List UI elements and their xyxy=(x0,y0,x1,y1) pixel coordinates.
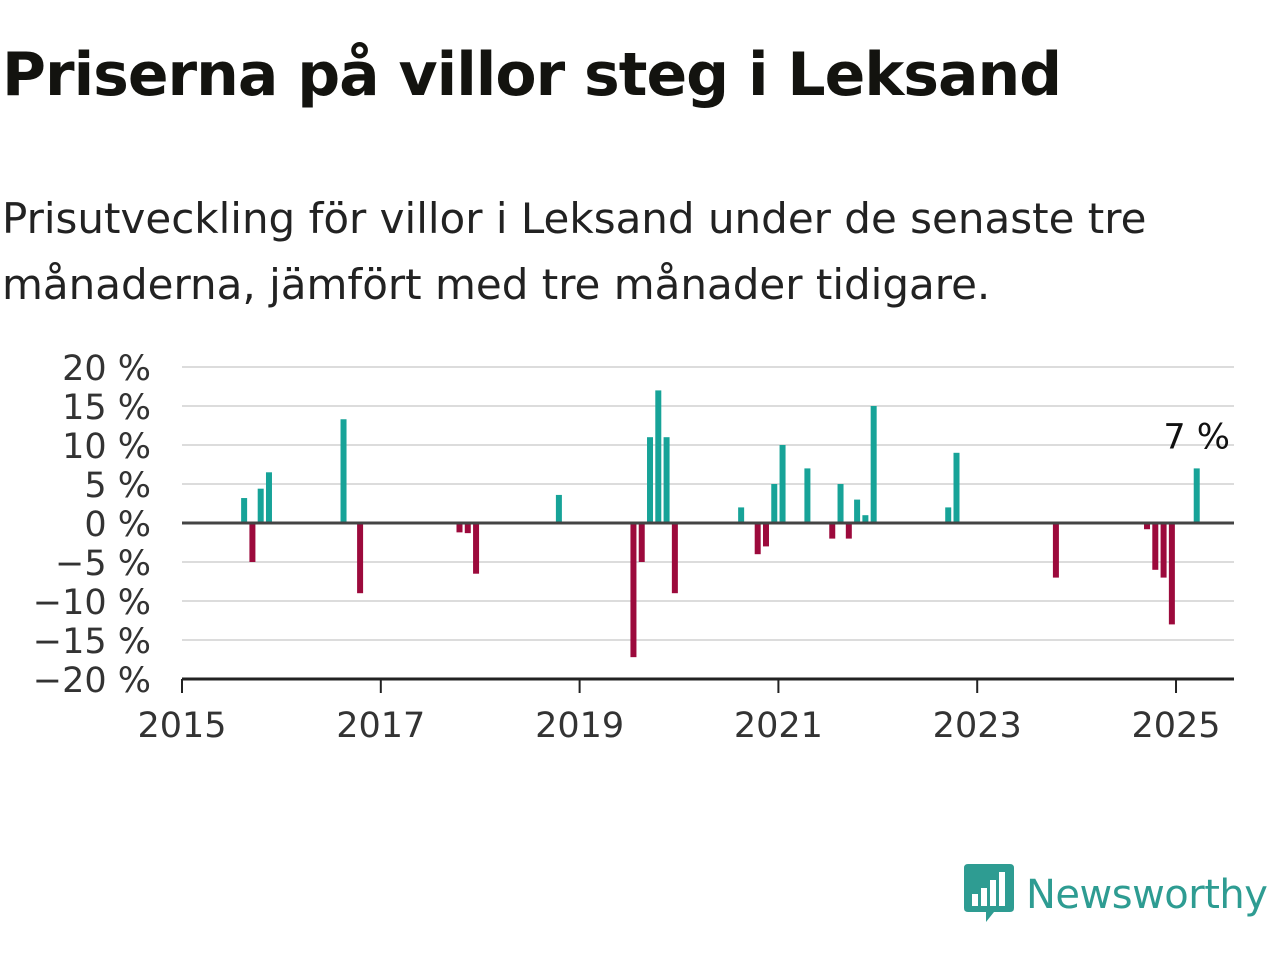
x-tick-label: 2019 xyxy=(535,706,624,746)
bar-2025-03 xyxy=(1193,468,1200,523)
x-tick-label: 2023 xyxy=(933,706,1022,746)
x-tick-label: 2015 xyxy=(137,706,226,746)
bar-2021-04 xyxy=(804,468,811,523)
brand-logo: Newsworthy xyxy=(964,862,1268,928)
bar-2017-10 xyxy=(456,523,463,533)
last-value-label: 7 % xyxy=(1163,417,1230,457)
bar-2021-11 xyxy=(862,515,869,523)
bar-2024-09 xyxy=(1144,523,1151,530)
bar-2021-01 xyxy=(779,445,786,523)
bar-2022-10 xyxy=(953,452,960,523)
grid-lines xyxy=(182,366,1234,641)
bar-2019-07 xyxy=(630,523,637,658)
bar-2015-11 xyxy=(265,472,272,523)
chart-subtitle: Prisutveckling för villor i Leksand unde… xyxy=(2,194,1147,309)
bar-2016-10 xyxy=(357,523,364,594)
price-change-bar-chart: 20 %15 %10 %5 %0 %−5 %−10 %−15 %−20 % 20… xyxy=(33,349,1234,746)
bar-2024-10 xyxy=(1152,523,1159,570)
y-tick-label: −5 % xyxy=(55,544,151,584)
y-axis-labels: 20 %15 %10 %5 %0 %−5 %−10 %−15 %−20 % xyxy=(33,349,151,701)
bar-2021-10 xyxy=(854,499,861,523)
bar-2016-08 xyxy=(340,419,347,523)
bar-2020-12 xyxy=(771,484,778,523)
bar-2020-10 xyxy=(754,523,761,555)
y-tick-label: 0 % xyxy=(84,505,151,545)
x-tick-label: 2025 xyxy=(1131,706,1220,746)
bar-2021-07 xyxy=(829,523,836,539)
y-tick-label: −15 % xyxy=(33,622,151,662)
bar-2019-10 xyxy=(655,390,662,523)
bar-2017-11 xyxy=(464,523,471,534)
bar-2021-09 xyxy=(845,523,852,539)
bar-2023-10 xyxy=(1052,523,1059,578)
x-axis-labels: 2015 2017 2019 2021 2023 2025 xyxy=(137,706,1220,746)
bar-2024-12 xyxy=(1168,523,1175,625)
x-tick-label: 2017 xyxy=(336,706,425,746)
y-tick-label: 5 % xyxy=(84,466,151,506)
bar-2019-08 xyxy=(638,523,645,562)
bar-2015-09 xyxy=(249,523,256,562)
bar-2020-08 xyxy=(738,507,745,523)
bar-2019-09 xyxy=(647,437,654,523)
bar-2019-12 xyxy=(671,523,678,594)
y-tick-label: −20 % xyxy=(33,661,151,701)
brand-name: Newsworthy xyxy=(1026,872,1268,918)
page-title: Priserna på villor steg i Leksand xyxy=(2,40,1062,110)
annotations: 7 % xyxy=(1163,417,1230,457)
bar-2018-10 xyxy=(555,494,562,523)
newsworthy-chart-bubble-icon xyxy=(964,864,1014,922)
y-tick-label: 10 % xyxy=(62,427,151,467)
axes xyxy=(181,521,1234,693)
bar-2017-12 xyxy=(473,523,480,574)
bar-2021-08 xyxy=(837,484,844,523)
bar-2024-11 xyxy=(1160,523,1167,578)
x-tick-label: 2021 xyxy=(734,706,823,746)
bar-2015-08 xyxy=(241,498,248,523)
bar-2021-12 xyxy=(870,406,877,523)
bars xyxy=(241,390,1200,658)
bar-2015-10 xyxy=(257,488,264,523)
bar-2020-11 xyxy=(762,523,769,547)
y-tick-label: 15 % xyxy=(62,388,151,428)
y-tick-label: 20 % xyxy=(62,349,151,389)
bar-2019-11 xyxy=(663,437,670,523)
bar-2022-09 xyxy=(945,507,952,523)
y-tick-label: −10 % xyxy=(33,583,151,623)
